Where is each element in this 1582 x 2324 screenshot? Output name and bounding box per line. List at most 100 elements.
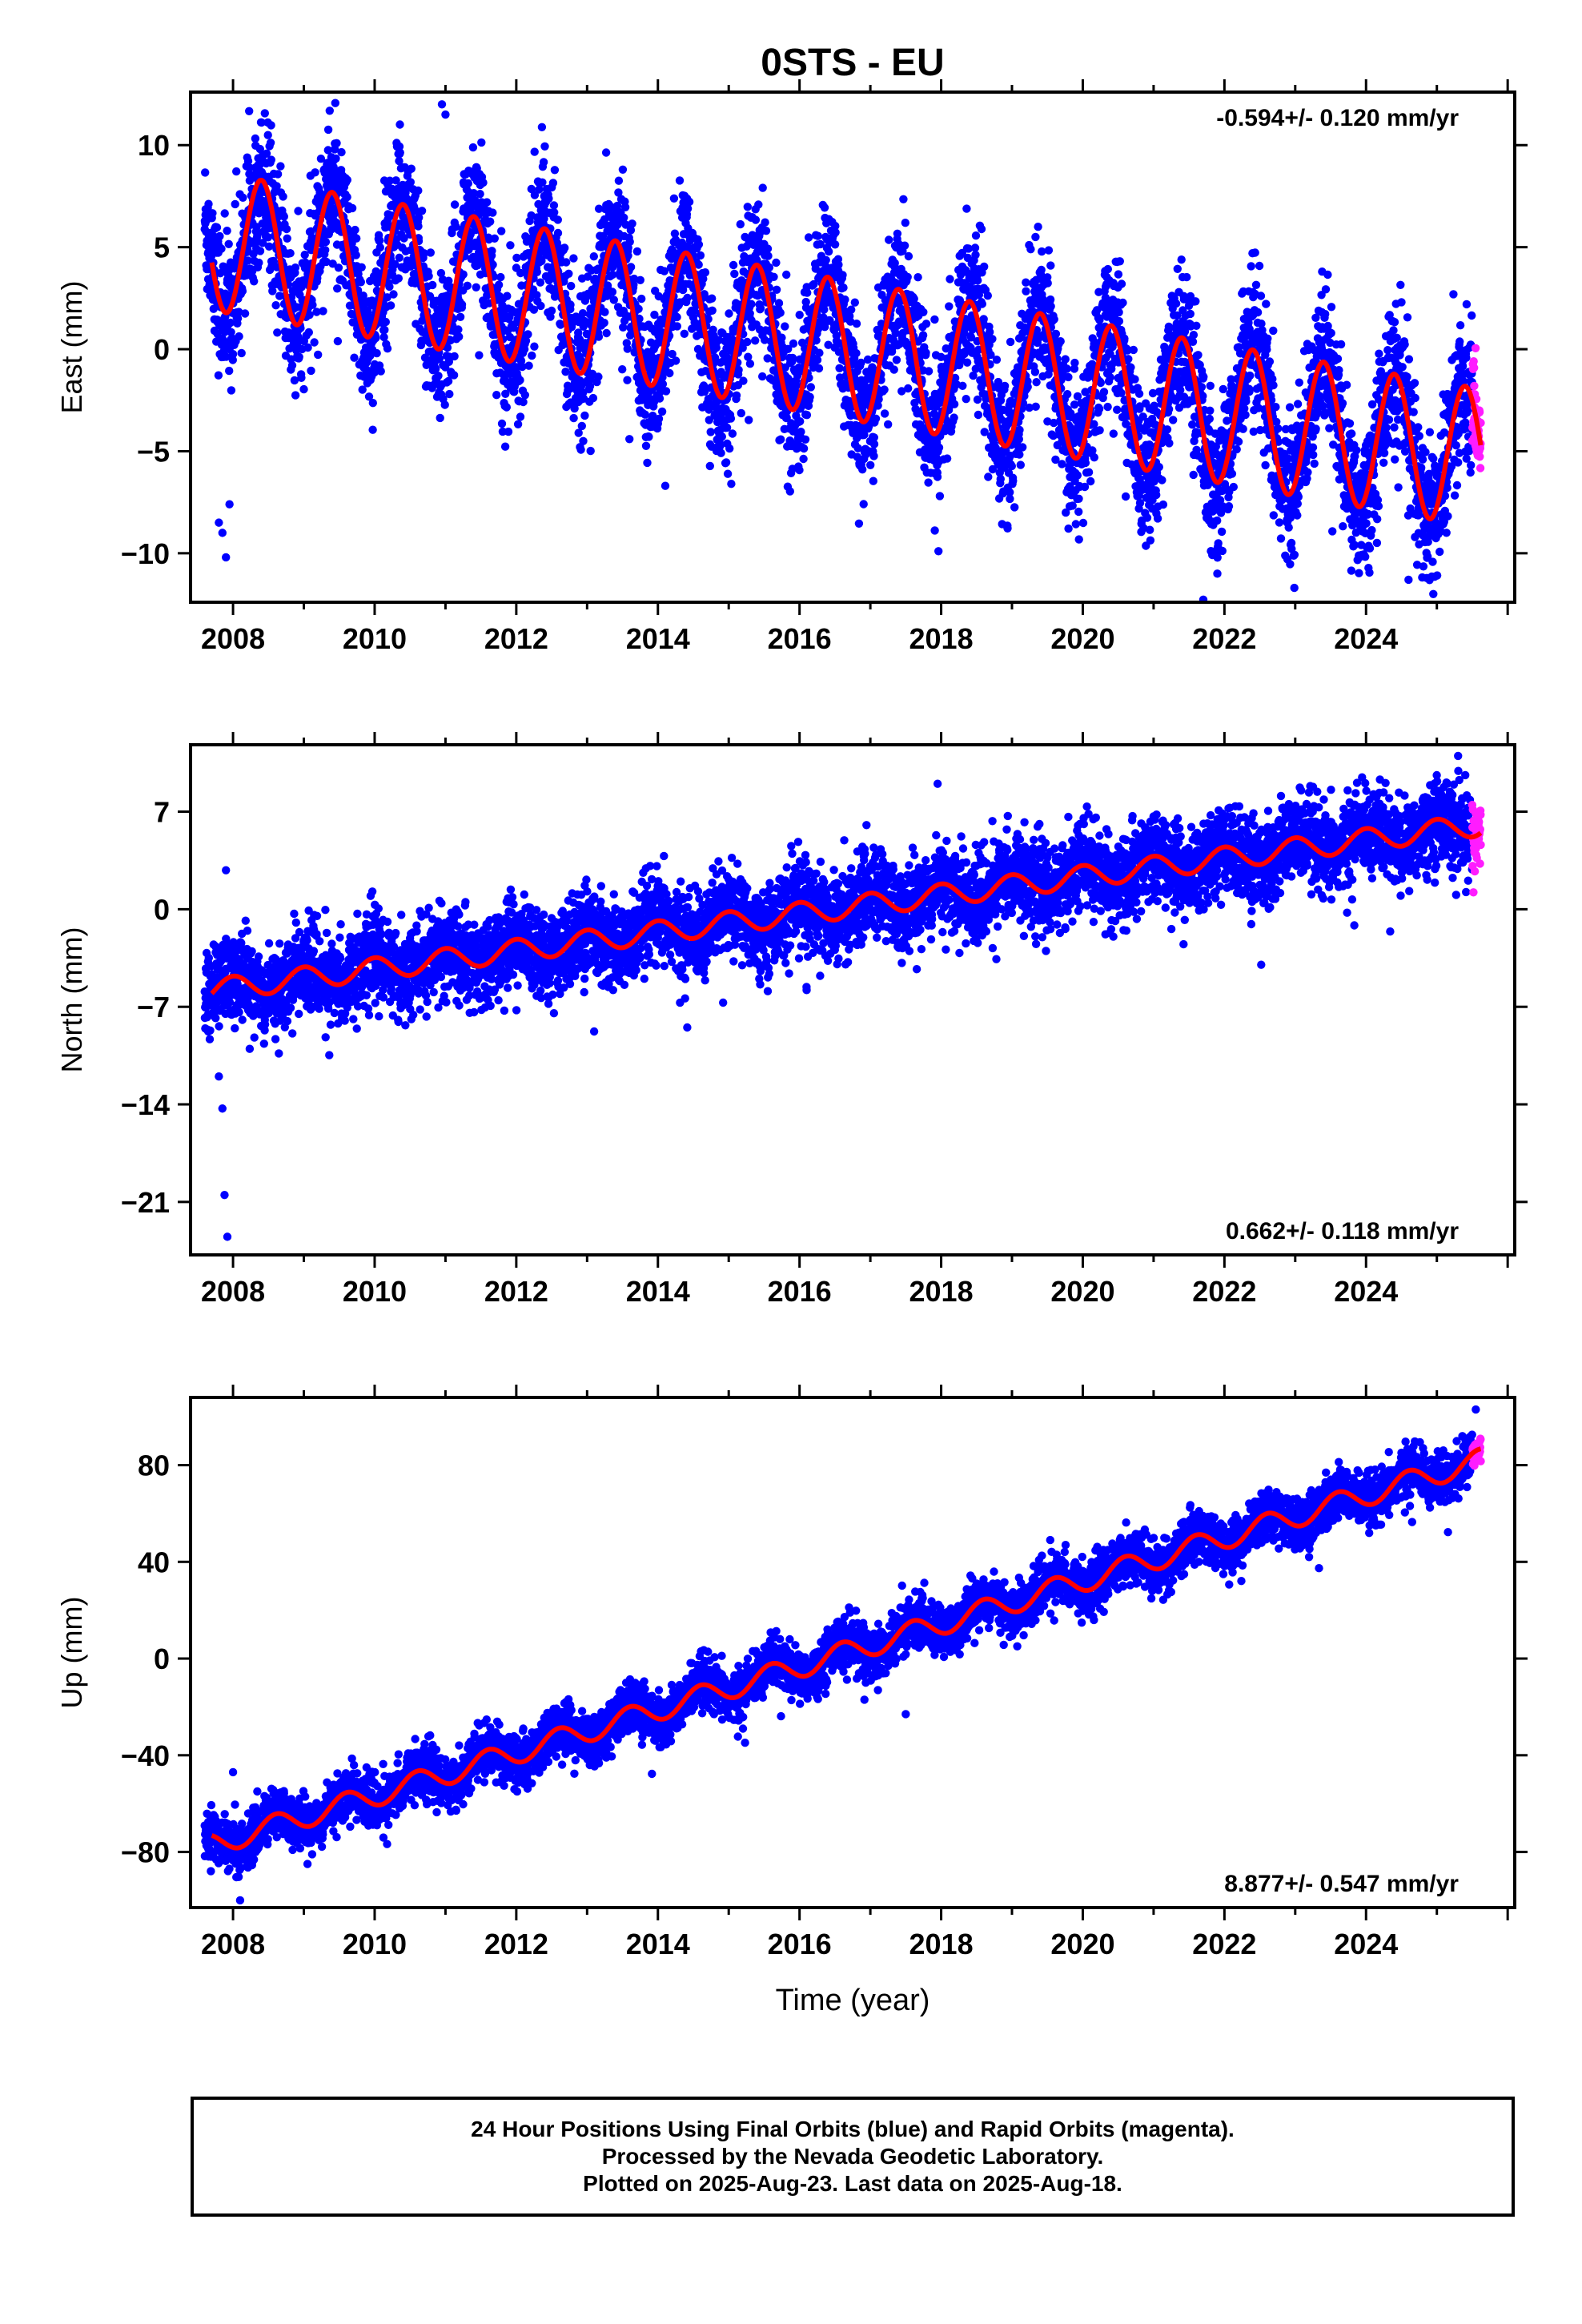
data-point [544,194,553,203]
data-point [524,330,532,339]
data-point [772,285,781,294]
data-point [1026,245,1035,254]
data-point [623,344,632,353]
data-point [540,142,549,151]
data-point [769,272,778,281]
data-point [1007,461,1017,471]
data-point [205,280,214,289]
data-point [899,195,908,203]
data-point [475,351,484,360]
data-point [594,372,603,381]
data-point [1094,404,1104,413]
data-point [1061,355,1070,364]
data-point [334,263,343,272]
data-point [634,304,643,313]
data-point [804,233,813,242]
data-point [620,213,628,222]
data-point [539,158,548,167]
data-point [739,376,748,385]
data-point [962,395,970,404]
data-point [623,376,632,384]
data-point [1014,435,1024,444]
data-point [788,353,797,363]
data-point [444,276,453,285]
data-point [1064,372,1073,382]
data-point [933,472,942,481]
data-point [561,368,570,376]
data-point [376,367,385,376]
data-point [347,203,357,213]
data-point [363,308,372,316]
data-point [1121,492,1130,501]
data-point [866,460,875,469]
data-point [675,176,685,185]
data-point [372,348,381,358]
data-point [486,217,495,226]
data-point [1064,524,1073,533]
data-point [589,252,598,261]
data-point [903,272,912,282]
data-point [1056,337,1065,346]
data-point [1120,334,1129,343]
series-final-east [200,99,1477,602]
data-point [600,308,609,316]
data-point [1037,265,1046,275]
data-point [1095,426,1104,435]
data-point [1030,368,1040,376]
data-point [417,207,427,215]
data-point [356,278,365,287]
data-point [671,356,681,365]
data-point [1043,279,1052,287]
data-point [781,322,789,331]
data-point [1073,471,1082,480]
data-point [764,251,773,260]
data-point [415,213,424,222]
data-point [885,235,893,244]
data-point [1146,536,1155,545]
data-point [1084,468,1094,476]
data-point [259,239,267,247]
data-point [268,287,277,296]
data-point [834,260,843,269]
data-point [235,308,243,316]
data-point [488,247,496,255]
data-point [276,162,285,171]
data-point [350,353,359,362]
data-point [1078,518,1088,528]
data-point [269,256,278,266]
data-point [497,419,507,428]
data-point [758,183,767,192]
data-point [212,223,222,232]
data-point [530,342,539,351]
data-point [503,292,512,300]
data-point [636,275,644,284]
data-point [745,360,755,368]
data-point [513,420,523,428]
data-point [548,179,558,187]
data-point [323,146,332,155]
data-point [802,411,812,420]
data-point [251,134,260,143]
data-point [820,203,829,212]
data-point [282,224,291,234]
data-point [239,193,247,202]
data-point [381,317,390,327]
data-point [602,328,611,338]
data-point [708,306,717,315]
data-point [263,233,273,242]
data-point [434,372,443,380]
data-point [930,526,939,535]
data-point [436,413,444,423]
data-point [228,356,237,364]
data-point [569,254,578,263]
data-point [528,351,536,360]
data-point [1068,501,1077,510]
data-point [220,328,230,336]
data-point [1130,375,1139,384]
data-point [824,247,833,256]
data-point [977,224,986,234]
data-point [444,376,453,386]
data-point [235,332,243,341]
data-point [217,244,226,253]
data-point [358,385,367,394]
